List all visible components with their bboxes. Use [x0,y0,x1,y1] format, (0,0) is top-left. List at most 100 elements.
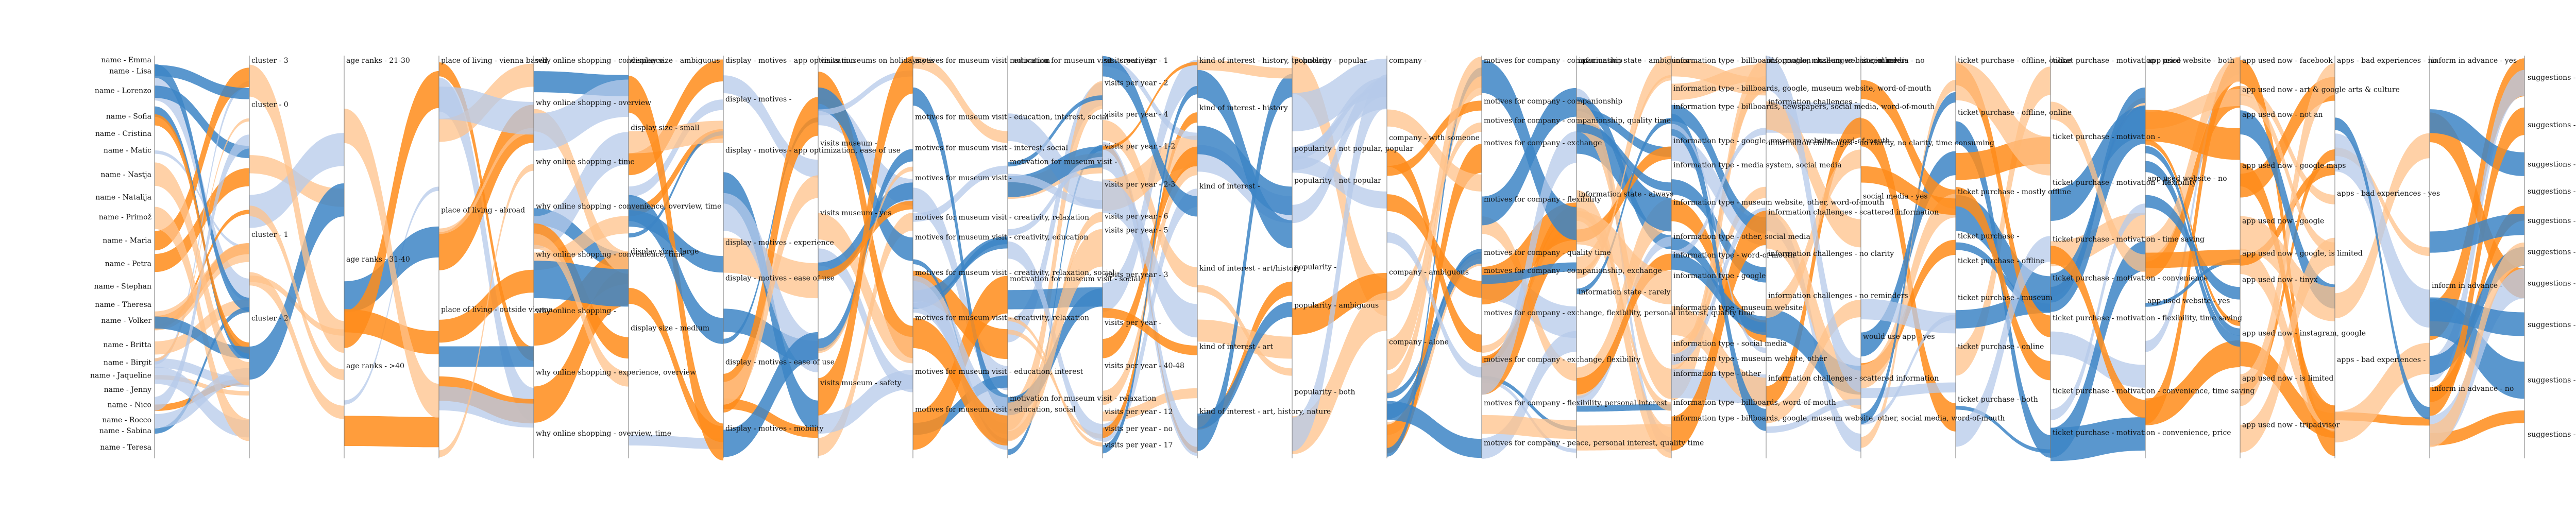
axis-label-inform[interactable]: inform in advance - yes [2432,57,2517,65]
axis-label-holidays[interactable]: visits museum - yes [820,209,891,217]
axis-label-name[interactable]: name - Sofia [106,112,151,121]
axis-label-holidays[interactable]: visits museum - safety [820,379,902,387]
axis-label-infotype[interactable]: information type - social media [1673,340,1787,348]
axis-label-challenges[interactable]: information challenges - [1768,98,1857,106]
axis-label-motcompany[interactable]: motives for company - peace, personal in… [1484,439,1704,448]
axis-label-ticketmot[interactable]: ticket purchase - motivation - [2053,133,2160,141]
axis-label-interest[interactable]: kind of interest - history [1199,104,1288,112]
axis-label-infotype[interactable]: information type - billboards, word-of-m… [1673,399,1836,407]
axis-label-inform[interactable]: inform in advance - [2432,282,2503,290]
axis-label-challenges[interactable]: information challenges - scattered infor… [1768,374,1939,383]
axis-label-visits[interactable]: visits per year - 40-48 [1104,362,1184,370]
axis-label-appnow[interactable]: app used now - is limited [2242,374,2333,383]
axis-label-visits[interactable]: visits per year - 17 [1104,441,1173,450]
axis-label-motcompany[interactable]: motives for company - companionship [1484,97,1622,106]
axis-label-motives[interactable]: display - motives - app optimization, ea… [725,147,901,155]
axis-label-interest[interactable]: kind of interest - art [1199,342,1273,351]
axis-label-ticket[interactable]: ticket purchase - offline, online [1958,109,2072,117]
axis-label-appnow[interactable]: app used now - instagram, google [2242,330,2366,338]
axis-label-suggest[interactable]: suggestions - c [2528,160,2576,168]
axis-label-visits[interactable]: visits per year - 1-2 [1104,142,1175,150]
axis-label-name[interactable]: name - Sabina [99,427,151,435]
axis-label-suggest[interactable]: suggestions - i [2528,376,2576,385]
axis-label-visits[interactable]: visits per year - 4 [1104,110,1168,118]
axis-label-holidays[interactable]: visits museum - [820,139,877,147]
axis-label-popularity[interactable]: popularity - [1294,263,1336,271]
axis-label-appnow[interactable]: app used now - google, is limited [2242,249,2363,258]
axis-label-visits[interactable]: visits per year - [1104,319,1161,327]
axis-label-social[interactable]: would use app - yes [1863,333,1935,341]
axis-label-appnow[interactable]: app used now - not an [2242,111,2323,119]
axis-label-name[interactable]: name - Jaqueline [90,371,151,380]
axis-label-suggest[interactable]: suggestions - a [2528,74,2576,82]
axis-label-name[interactable]: name - Primož [99,213,151,221]
axis-label-popularity[interactable]: popularity - popular [1294,57,1367,65]
axis-label-company[interactable]: company - [1389,57,1427,65]
axis-label-suggest[interactable]: suggestions - g [2528,280,2576,288]
axis-label-appnow[interactable]: app used now - google [2242,217,2324,226]
axis-label-ticket[interactable]: ticket purchase - online [1958,343,2044,351]
axis-label-interest[interactable]: kind of interest - art, history, nature [1199,407,1331,416]
axis-label-appweb[interactable]: app used website - yes [2147,297,2230,305]
axis-label-shop[interactable]: why online shopping - overview [536,99,651,107]
axis-label-social[interactable]: social media - no [1863,57,1925,65]
axis-label-suggest[interactable]: suggestions - h [2528,321,2576,329]
axis-label-shop[interactable]: why online shopping - overview, time [536,430,671,438]
axis-label-ticketmot[interactable]: ticket purchase - motivation - convenien… [2053,428,2231,437]
axis-label-display[interactable]: display size - medium [631,324,709,332]
axis-label-motcompany[interactable]: motives for company - exchange [1484,139,1602,147]
axis-label-name[interactable]: name - Stephan [94,282,151,290]
axis-label-visits[interactable]: visits per year - 12 [1104,408,1173,416]
axis-label-motcompany[interactable]: motives for company - exchange, flexibil… [1484,356,1640,364]
axis-label-visits[interactable]: visits per year - 1 [1104,57,1168,65]
axis-label-motcompany[interactable]: motives for company - companionship, exc… [1484,267,1662,275]
axis-label-cluster[interactable]: cluster - 3 [251,57,289,65]
axis-label-interest[interactable]: kind of interest - art/history [1199,265,1301,273]
axis-label-infotype[interactable]: information type - museum website [1673,304,1803,312]
axis-label-name[interactable]: name - Birgit [104,359,151,367]
axis-label-motives[interactable]: display - motives - [725,95,792,104]
axis-label-suggest[interactable]: suggestions - b [2528,121,2576,129]
axis-label-name[interactable]: name - Lorenzo [95,87,151,95]
axis-label-appnow[interactable]: app used now - art & google arts & cultu… [2242,86,2400,94]
axis-label-museum[interactable]: motives for museum visit - creativity, r… [915,314,1089,322]
axis-label-popularity[interactable]: popularity - both [1294,388,1355,397]
axis-label-appnow[interactable]: app used now - facebook [2242,57,2333,65]
axis-label-display[interactable]: display size - large [631,247,699,255]
axis-label-challenges[interactable]: information challenges - no clarity [1768,250,1894,258]
axis-label-infostate[interactable]: information state - always [1579,190,1673,198]
axis-label-name[interactable]: name - Petra [105,260,151,268]
axis-label-challenges[interactable]: information challenges - scattered infor… [1768,208,1939,216]
axis-label-motives[interactable]: display - motives - experience [725,239,834,247]
axis-label-appnow[interactable]: app used now - tripadvisor [2242,421,2340,429]
axis-label-popularity[interactable]: popularity - not popular, popular [1294,145,1413,153]
axis-label-inform[interactable]: inform in advance - no [2432,385,2514,393]
axis-label-infostate[interactable]: information state - rarely [1579,288,1671,296]
axis-label-ticket[interactable]: ticket purchase - mostly offline [1958,188,2071,196]
axis-label-infotype[interactable]: information type - google [1673,272,1766,280]
axis-label-cluster[interactable]: cluster - 1 [251,231,289,239]
axis-label-appnow[interactable]: app used now - google maps [2242,162,2346,170]
axis-label-ticket[interactable]: ticket purchase - museum [1958,294,2053,302]
axis-label-suggest[interactable]: suggestions - e [2528,217,2576,225]
axis-label-company[interactable]: company - with someone [1389,134,1480,142]
axis-label-shop[interactable]: why online shopping - time [536,158,635,166]
axis-label-motivation[interactable]: motivation for museum visit - relaxation [1010,394,1156,403]
axis-label-ticket[interactable]: ticket purchase - [1958,232,2020,241]
axis-label-ticket[interactable]: ticket purchase - both [1958,396,2038,404]
axis-label-museum[interactable]: motives for museum visit - education, in… [915,368,1083,376]
axis-label-cluster[interactable]: cluster - 0 [251,101,289,109]
axis-label-name[interactable]: name - Volker [101,317,151,325]
axis-label-visits[interactable]: visits per year - 5 [1104,227,1168,235]
axis-label-popularity[interactable]: popularity - ambiguous [1294,302,1379,310]
axis-label-museum[interactable]: motives for museum visit - education, in… [915,113,1109,122]
axis-label-name[interactable]: name - Nico [107,401,151,409]
axis-label-infostate[interactable]: information state - ambiguous [1579,57,1689,65]
axis-label-infotype[interactable]: information type - media system, social … [1673,161,1842,169]
axis-label-motcompany[interactable]: motives for company - companionship, qua… [1484,117,1671,125]
axis-label-appnow[interactable]: app used now - tinyx [2242,276,2318,284]
axis-label-appsexp[interactable]: apps - bad experiences - [2337,356,2426,364]
axis-label-ticket[interactable]: ticket purchase - offline [1958,257,2044,265]
axis-label-visits[interactable]: visits per year - 6 [1104,213,1168,221]
axis-label-motcompany[interactable]: motives for company - flexibility, perso… [1484,399,1667,407]
